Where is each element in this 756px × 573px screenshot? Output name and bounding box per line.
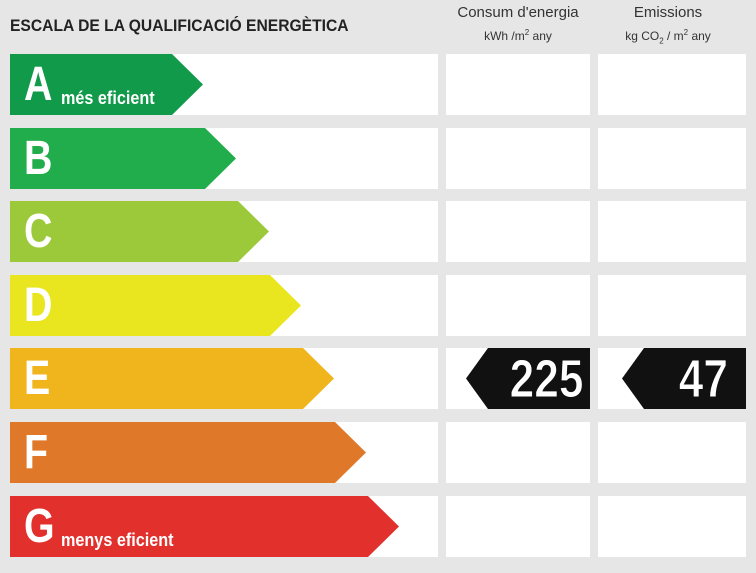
emissions-cell-b: [598, 128, 746, 189]
emissions-header-label: Emissions: [633, 4, 703, 21]
rating-arrow-b: B: [10, 128, 236, 189]
rating-arrow-c: C: [10, 201, 269, 262]
rating-letter-a: A: [24, 58, 53, 111]
consum-header-unit: kWh /m2 any: [484, 28, 552, 43]
consum-column-header: Consum d'energia kWh /m2 any: [446, 4, 590, 47]
page-title: ESCALA DE LA QUALIFICACIÓ ENERGÈTICA: [10, 16, 349, 35]
rating-arrow-e: E: [10, 348, 334, 409]
emissions-header-unit: kg CO2 / m2 any: [625, 28, 711, 46]
consum-cell-d: [446, 275, 590, 336]
rating-letter-b: B: [24, 132, 53, 185]
rating-arrow-f: F: [10, 422, 366, 483]
consum-cell-c: [446, 201, 590, 262]
emissions-value-indicator: 47: [622, 348, 746, 409]
rating-letter-f: F: [24, 426, 49, 479]
rating-letter-d: D: [24, 279, 53, 332]
consum-cell-b: [446, 128, 590, 189]
rating-letter-e: E: [24, 352, 51, 405]
emissions-cell-f: [598, 422, 746, 483]
consum-cell-g: [446, 496, 590, 557]
emissions-cell-d: [598, 275, 746, 336]
consum-value: 225: [509, 348, 584, 409]
consum-header-label: Consum d'energia: [457, 4, 579, 21]
emissions-cell-g: [598, 496, 746, 557]
rating-arrow-d: D: [10, 275, 301, 336]
emissions-column-header: Emissions kg CO2 / m2 any: [598, 4, 738, 52]
rating-tag-g: menys eficient: [61, 530, 174, 550]
emissions-value: 47: [678, 348, 728, 409]
rating-tag-a: més eficient: [61, 88, 155, 108]
consum-value-indicator: 225: [466, 348, 590, 409]
emissions-cell-c: [598, 201, 746, 262]
rating-letter-g: G: [24, 500, 55, 553]
consum-cell-f: [446, 422, 590, 483]
emissions-cell-a: [598, 54, 746, 115]
rating-letter-c: C: [24, 205, 53, 258]
consum-cell-a: [446, 54, 590, 115]
